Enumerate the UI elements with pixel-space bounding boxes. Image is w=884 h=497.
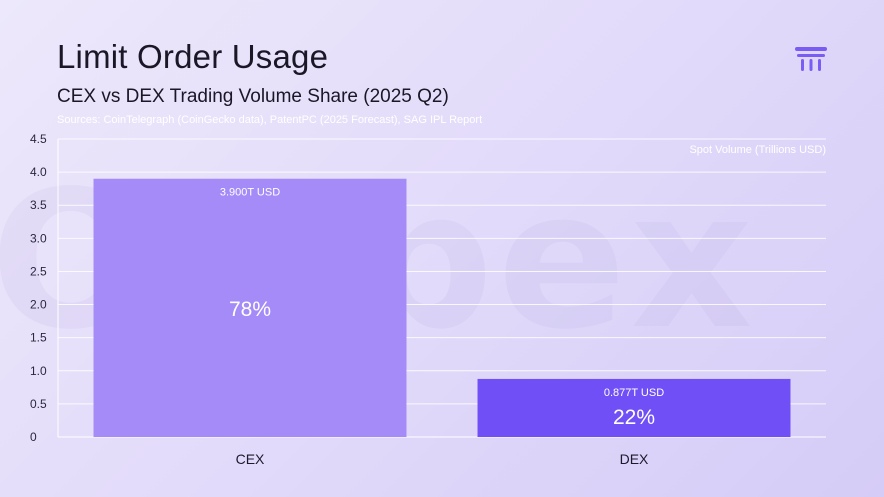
bar-value-label: 3.900T USD: [220, 187, 280, 199]
bar-share-label: 78%: [229, 298, 271, 321]
x-tick-label: CEX: [236, 451, 265, 467]
x-tick-label: DEX: [620, 451, 649, 467]
y-tick-label: 0.5: [30, 397, 47, 411]
y-tick-label: 4.0: [30, 165, 47, 179]
y-tick-label: 3.0: [30, 231, 47, 245]
y-tick-label: 2.0: [30, 298, 47, 312]
bar-dex: [477, 378, 791, 437]
chart-title: Limit Order Usage: [57, 38, 329, 75]
bar-share-label: 22%: [613, 406, 655, 429]
y-tick-label: 0: [30, 430, 37, 444]
sources-note: Sources: CoinTelegraph (CoinGecko data),…: [57, 114, 483, 126]
bar-cex: [93, 178, 407, 437]
y-tick-label: 3.5: [30, 198, 47, 212]
y-tick-label: 4.5: [30, 132, 47, 146]
y-tick-label: 1.5: [30, 331, 47, 345]
chart-subtitle: CEX vs DEX Trading Volume Share (2025 Q2…: [57, 86, 449, 107]
y-axis-label: Spot Volume (Trillions USD): [689, 144, 826, 156]
y-tick-label: 1.0: [30, 364, 47, 378]
brand-columns-icon: [795, 47, 827, 71]
bar-value-label: 0.877T USD: [604, 387, 664, 399]
y-tick-label: 2.5: [30, 264, 47, 278]
